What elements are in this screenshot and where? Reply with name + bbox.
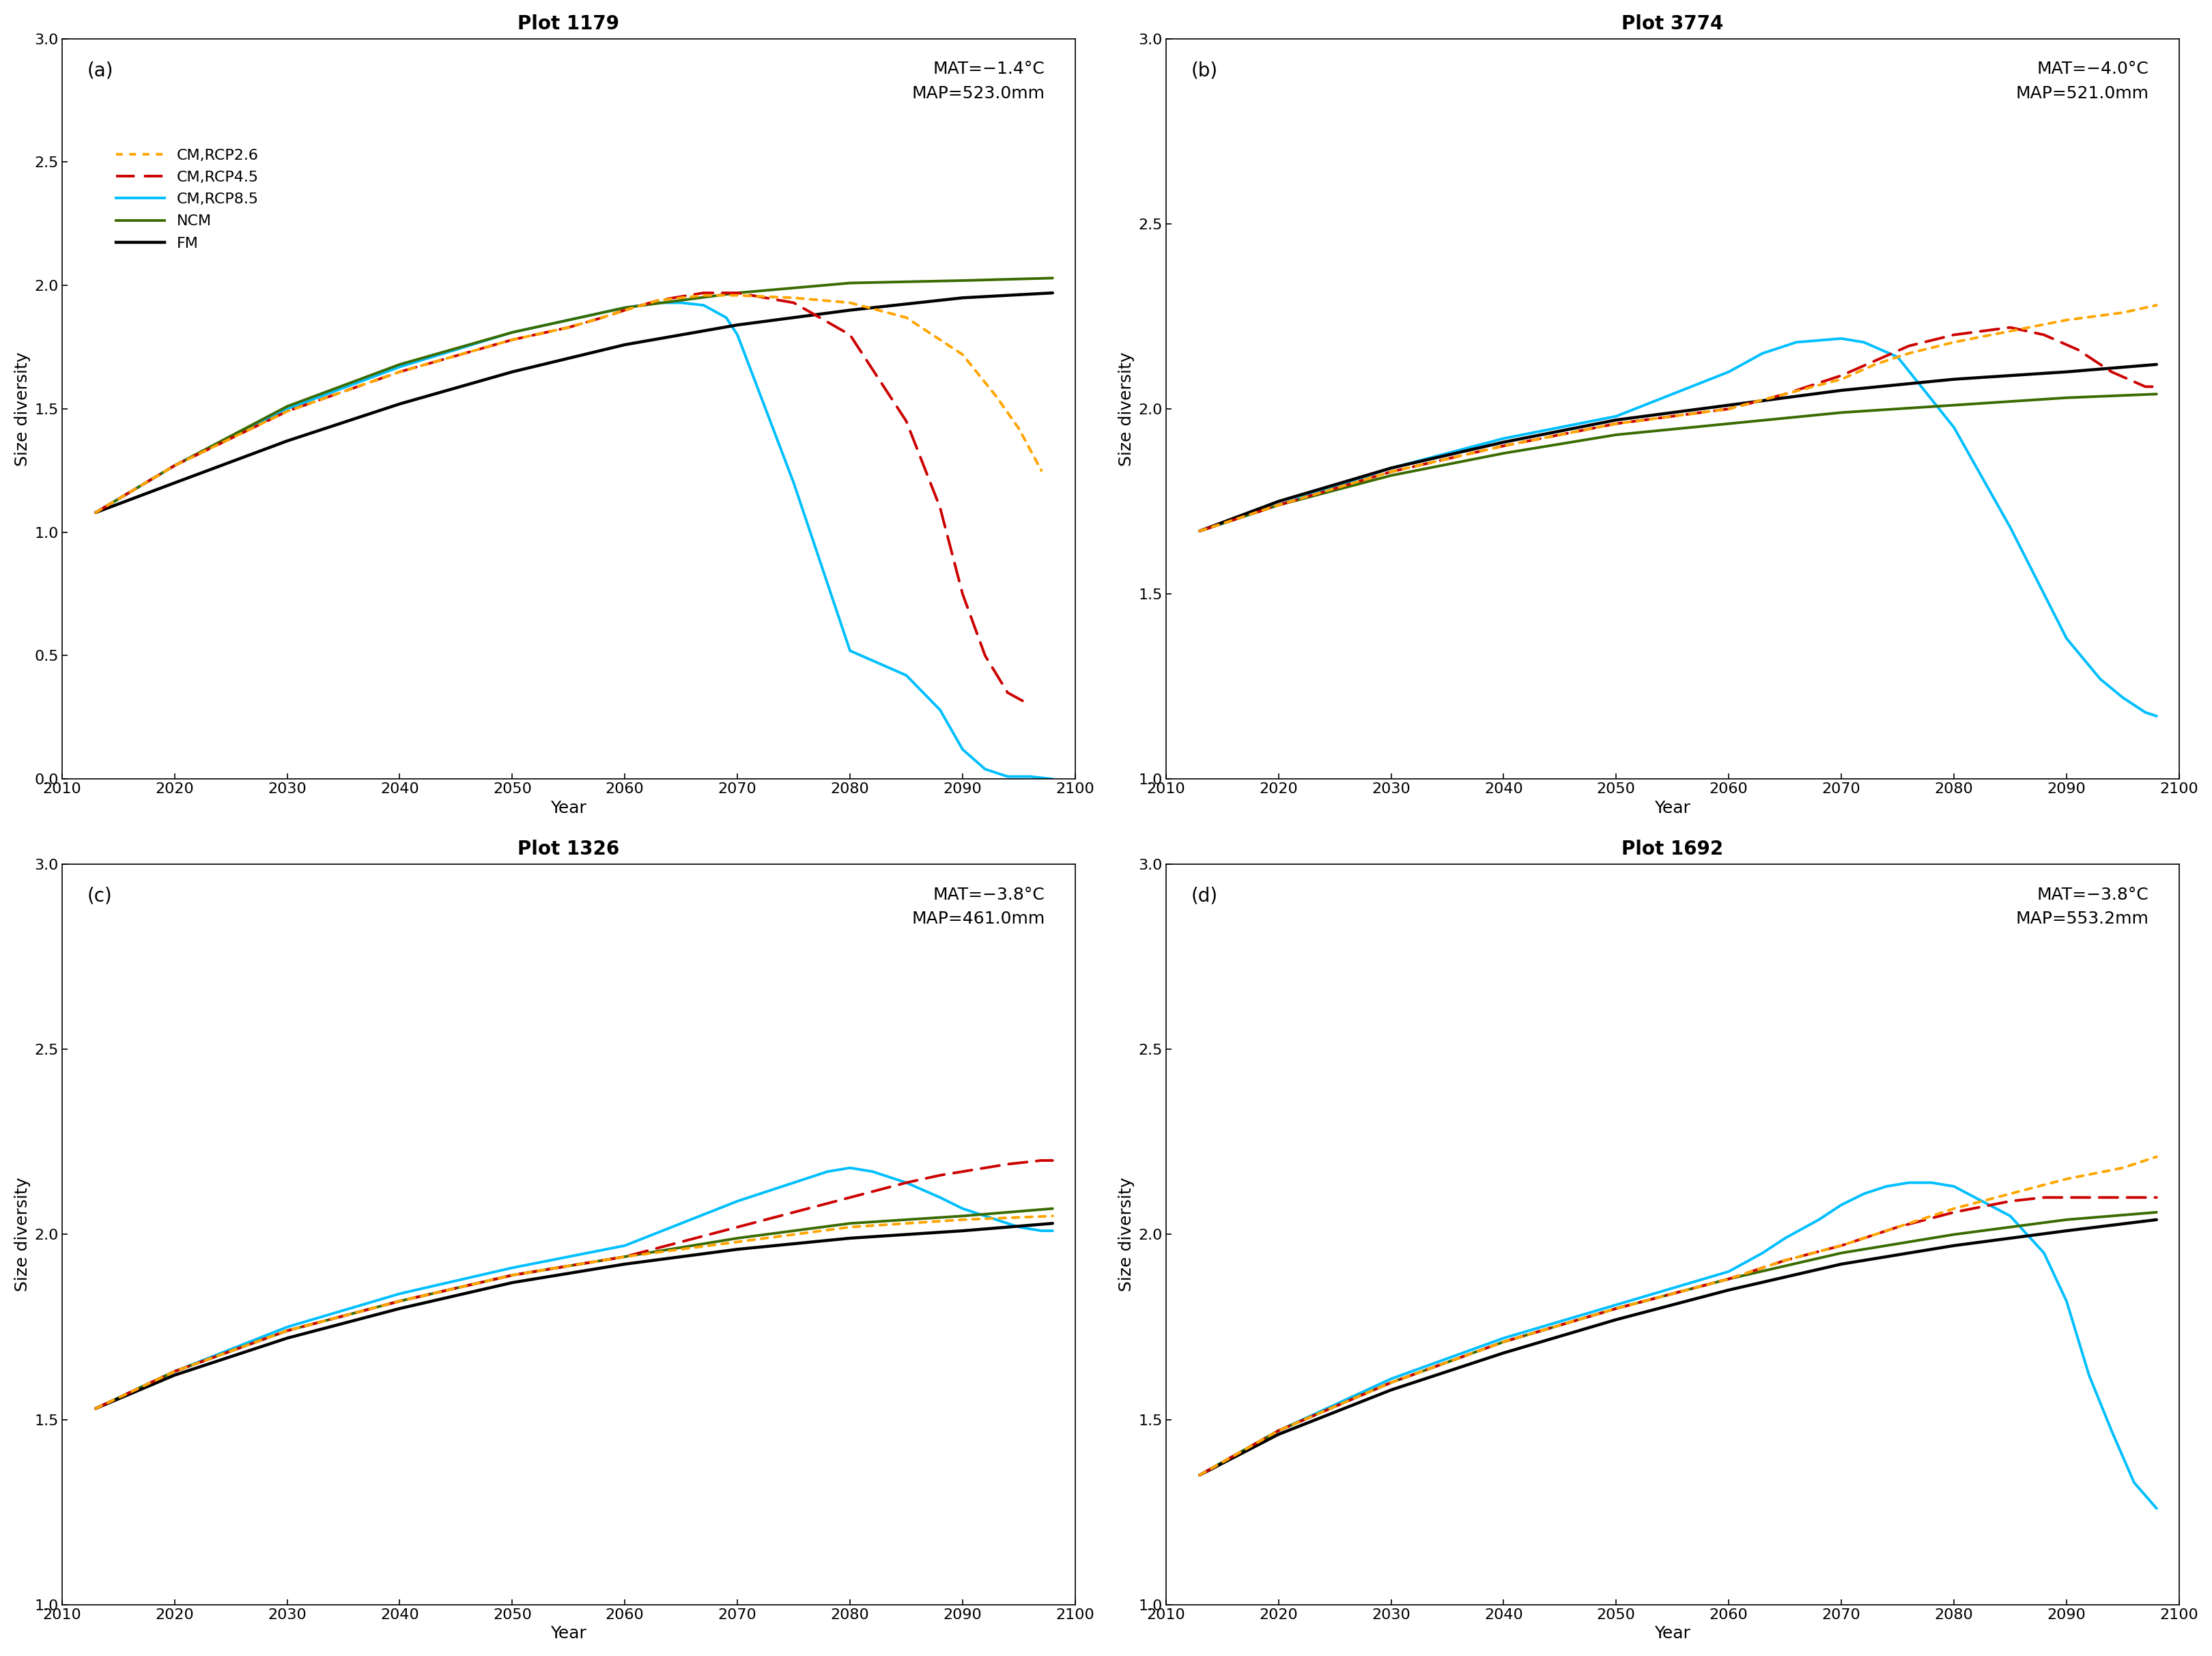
X-axis label: Year: Year xyxy=(1655,1626,1690,1641)
X-axis label: Year: Year xyxy=(1655,800,1690,816)
Y-axis label: Size diversity: Size diversity xyxy=(13,1177,31,1292)
Y-axis label: Size diversity: Size diversity xyxy=(1117,1177,1135,1292)
Text: (c): (c) xyxy=(86,886,113,906)
Text: MAT=−3.8°C
MAP=553.2mm: MAT=−3.8°C MAP=553.2mm xyxy=(2015,886,2148,927)
Text: MAT=−4.0°C
MAP=521.0mm: MAT=−4.0°C MAP=521.0mm xyxy=(2015,61,2148,101)
Title: Plot 1179: Plot 1179 xyxy=(518,15,619,33)
Text: (a): (a) xyxy=(86,61,113,79)
X-axis label: Year: Year xyxy=(551,1626,586,1641)
Legend: CM,RCP2.6, CM,RCP4.5, CM,RCP8.5, NCM, FM: CM,RCP2.6, CM,RCP4.5, CM,RCP8.5, NCM, FM xyxy=(111,142,265,257)
Text: (d): (d) xyxy=(1190,886,1217,906)
Y-axis label: Size diversity: Size diversity xyxy=(13,351,31,465)
Text: (b): (b) xyxy=(1190,61,1217,79)
Title: Plot 3774: Plot 3774 xyxy=(1621,15,1723,33)
Title: Plot 1326: Plot 1326 xyxy=(518,840,619,859)
Text: MAT=−3.8°C
MAP=461.0mm: MAT=−3.8°C MAP=461.0mm xyxy=(911,886,1044,927)
Title: Plot 1692: Plot 1692 xyxy=(1621,840,1723,859)
Y-axis label: Size diversity: Size diversity xyxy=(1117,351,1135,465)
Text: MAT=−1.4°C
MAP=523.0mm: MAT=−1.4°C MAP=523.0mm xyxy=(911,61,1044,101)
X-axis label: Year: Year xyxy=(551,800,586,816)
